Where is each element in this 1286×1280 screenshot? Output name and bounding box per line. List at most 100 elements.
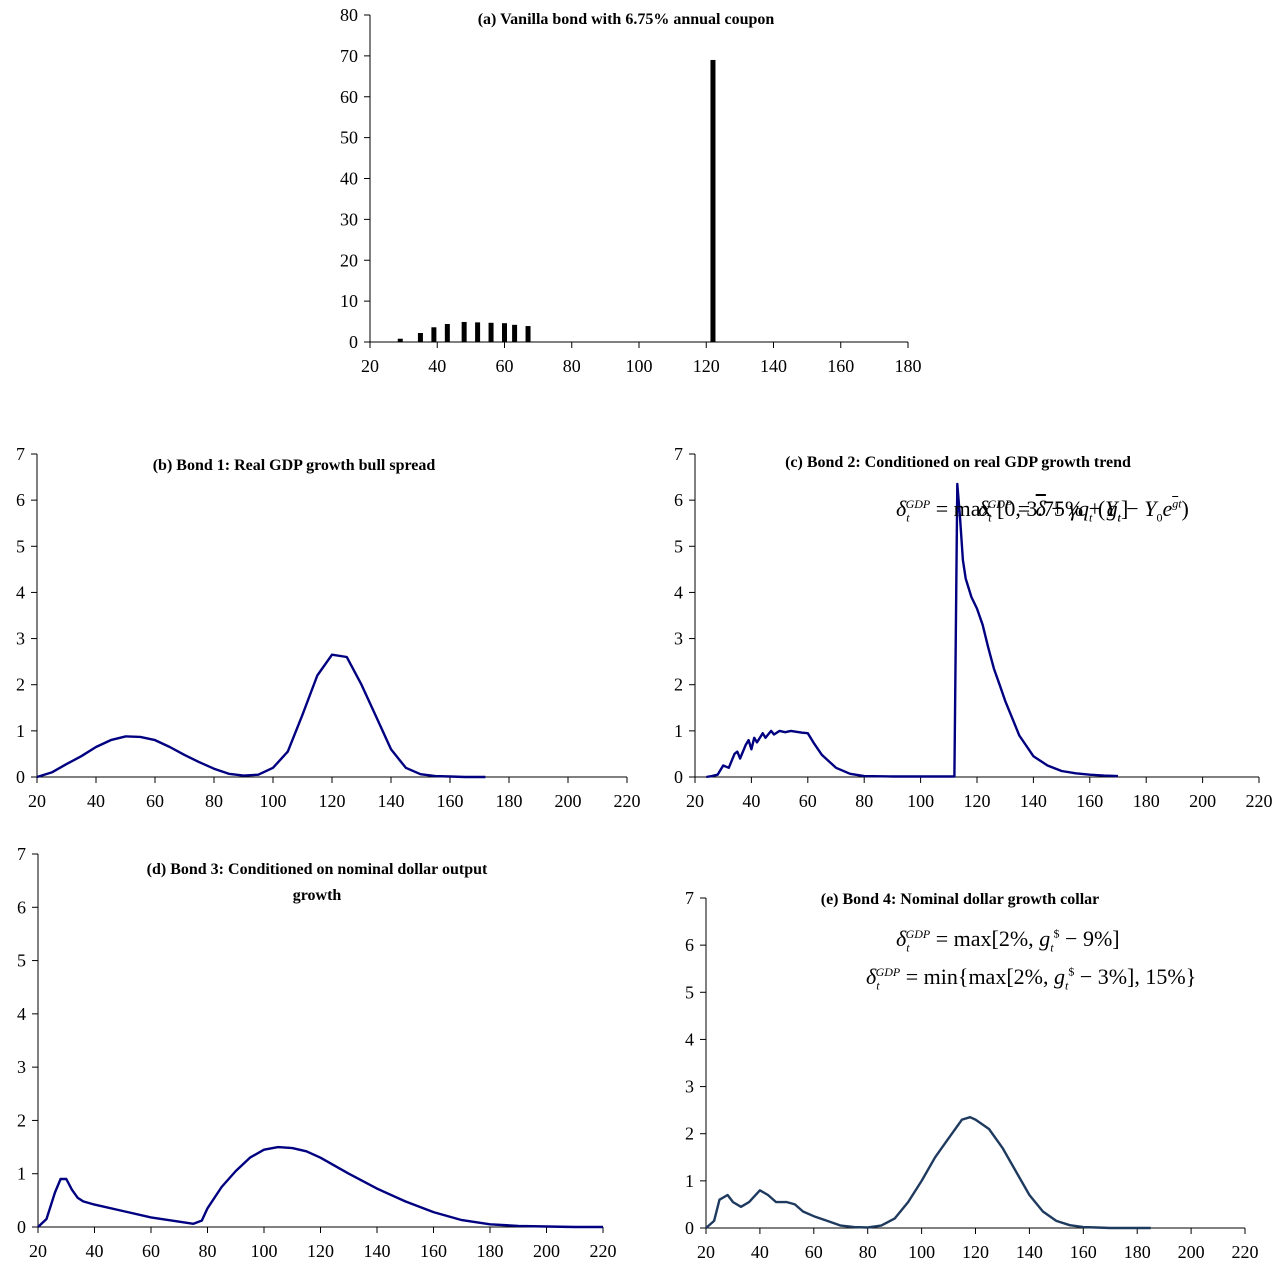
y-tick-label: 7: [17, 844, 26, 864]
y-tick-label: 2: [16, 675, 25, 695]
series-line: [706, 482, 1119, 779]
x-tick-label: 20: [361, 356, 379, 376]
x-tick-label: 140: [1020, 791, 1047, 811]
y-tick-label: 0: [16, 767, 25, 787]
x-tick-label: 20: [28, 791, 46, 811]
bar: [512, 324, 518, 342]
y-tick-label: 6: [685, 935, 694, 955]
x-tick-label: 60: [799, 791, 817, 811]
y-tick-label: 60: [340, 87, 358, 107]
x-tick-label: 60: [142, 1241, 160, 1261]
x-tick-label: 180: [1133, 791, 1160, 811]
y-tick-label: 4: [16, 582, 25, 602]
panel-a: (a) Vanilla bond with 6.75% annual coupo…: [340, 5, 922, 376]
x-tick-label: 220: [614, 791, 641, 811]
y-tick-label: 3: [674, 629, 683, 649]
y-tick-label: 1: [685, 1171, 694, 1191]
y-tick-label: 0: [17, 1217, 26, 1237]
bar: [710, 59, 716, 343]
series-line: [705, 1115, 1151, 1230]
y-tick-label: 10: [340, 291, 358, 311]
panel-c-formula: δtGDP = δ + γqt (Yt − Y0egt): [978, 496, 1189, 525]
y-tick-label: 5: [674, 536, 683, 556]
x-tick-label: 160: [437, 791, 464, 811]
y-tick-label: 2: [17, 1110, 26, 1130]
panel-b-formula: δtGDP = max [0, 3.75% + gt]: [896, 496, 1129, 525]
x-tick-label: 160: [420, 1241, 447, 1261]
y-tick-label: 1: [674, 721, 683, 741]
x-tick-label: 60: [805, 1242, 823, 1262]
y-tick-label: 2: [685, 1124, 694, 1144]
y-tick-label: 0: [674, 767, 683, 787]
y-tick-label: 5: [685, 982, 694, 1002]
x-tick-label: 80: [205, 791, 223, 811]
bar: [502, 323, 507, 342]
x-tick-label: 80: [855, 791, 873, 811]
x-tick-label: 120: [693, 356, 720, 376]
x-tick-label: 40: [428, 356, 446, 376]
x-tick-label: 100: [260, 791, 287, 811]
y-tick-label: 50: [340, 128, 358, 148]
bar: [488, 322, 494, 342]
y-tick-label: 5: [17, 951, 26, 971]
x-tick-label: 180: [1124, 1242, 1151, 1262]
series-line: [36, 653, 486, 779]
y-tick-label: 4: [17, 1004, 26, 1024]
y-tick-label: 3: [16, 629, 25, 649]
x-tick-label: 140: [378, 791, 405, 811]
y-tick-label: 40: [340, 169, 358, 189]
x-tick-label: 200: [555, 791, 582, 811]
x-tick-label: 40: [86, 1241, 104, 1261]
x-tick-label: 60: [146, 791, 164, 811]
y-tick-label: 4: [674, 582, 683, 602]
y-tick-label: 7: [685, 888, 694, 908]
y-tick-label: 7: [674, 444, 683, 464]
x-tick-label: 220: [1232, 1242, 1259, 1262]
y-tick-label: 1: [17, 1164, 26, 1184]
panel-d-formula: δtGDP = max[2%, gt$ − 9%]: [896, 926, 1120, 955]
y-tick-label: 5: [16, 536, 25, 556]
y-tick-label: 0: [685, 1218, 694, 1238]
x-tick-label: 200: [1178, 1242, 1205, 1262]
y-tick-label: 6: [674, 490, 683, 510]
x-tick-label: 40: [742, 791, 760, 811]
x-tick-label: 80: [563, 356, 581, 376]
x-tick-label: 100: [626, 356, 653, 376]
bar: [444, 324, 450, 342]
x-tick-label: 100: [251, 1241, 278, 1261]
y-tick-label: 70: [340, 46, 358, 66]
x-tick-label: 160: [1070, 1242, 1097, 1262]
x-tick-label: 20: [686, 791, 704, 811]
panel-e-title: (e) Bond 4: Nominal dollar growth collar: [821, 891, 1100, 908]
x-tick-label: 20: [697, 1242, 715, 1262]
panel-d: (d) Bond 3: Conditioned on nominal dolla…: [17, 844, 617, 1261]
y-tick-label: 6: [17, 897, 26, 917]
y-tick-label: 0: [349, 332, 358, 352]
bar: [397, 338, 403, 342]
y-tick-label: 6: [16, 490, 25, 510]
series-line: [37, 1145, 603, 1229]
panel-c: (c) Bond 2: Conditioned on real GDP grow…: [674, 444, 1273, 811]
panel-b-title: (b) Bond 1: Real GDP growth bull spread: [153, 457, 436, 474]
x-tick-label: 80: [199, 1241, 217, 1261]
x-tick-label: 100: [908, 1242, 935, 1262]
y-tick-label: 20: [340, 250, 358, 270]
x-tick-label: 140: [760, 356, 787, 376]
bar: [417, 333, 423, 342]
panel-e-formula: δtGDP = min{max[2%, gt$ − 3%], 15%}: [866, 964, 1197, 993]
x-tick-label: 220: [590, 1241, 617, 1261]
x-tick-label: 40: [87, 791, 105, 811]
x-tick-label: 200: [533, 1241, 560, 1261]
x-tick-label: 120: [964, 791, 991, 811]
x-tick-label: 200: [1189, 791, 1216, 811]
y-tick-label: 3: [685, 1077, 694, 1097]
x-tick-label: 140: [1016, 1242, 1043, 1262]
x-tick-label: 120: [962, 1242, 989, 1262]
panel-b: (b) Bond 1: Real GDP growth bull spread …: [16, 444, 641, 811]
bar: [431, 327, 437, 342]
panel-e: (e) Bond 4: Nominal dollar growth collar…: [685, 888, 1259, 1262]
bar: [475, 322, 481, 342]
x-tick-label: 100: [907, 791, 934, 811]
y-tick-label: 3: [17, 1057, 26, 1077]
x-tick-label: 140: [364, 1241, 391, 1261]
